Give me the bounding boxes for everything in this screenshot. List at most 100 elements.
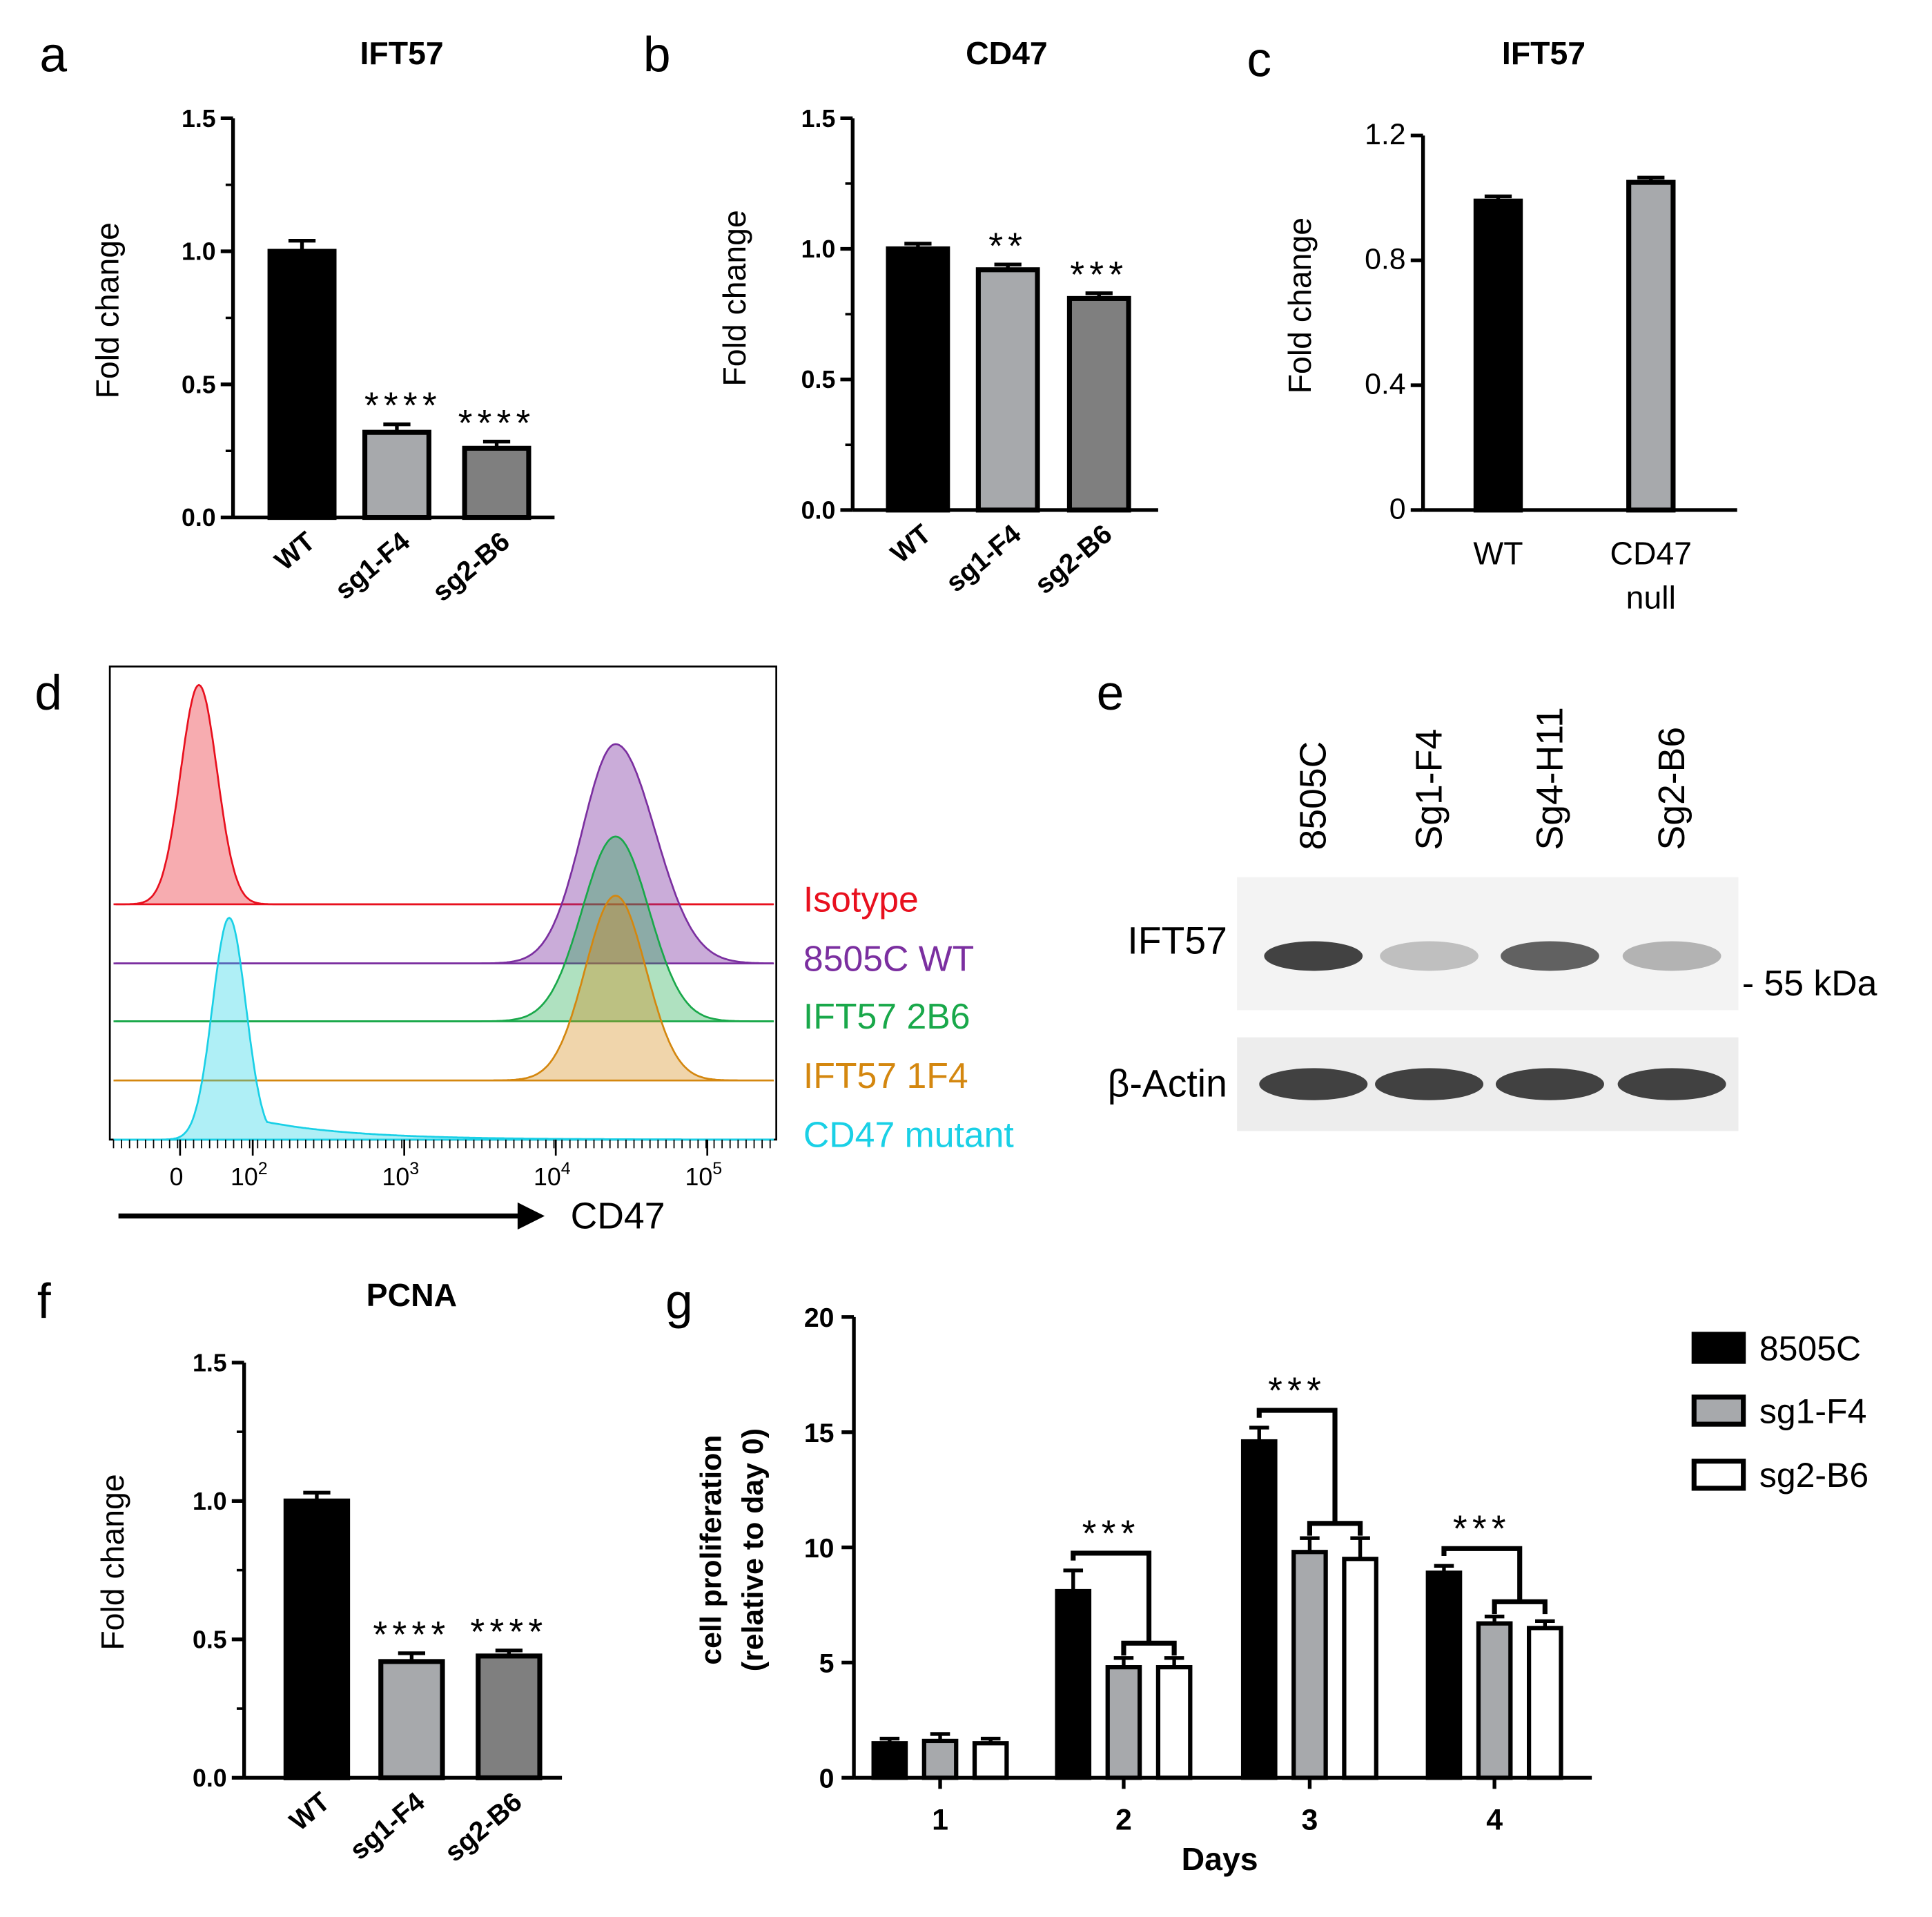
panel-letter: d xyxy=(35,665,62,721)
legend-isotype: Isotype xyxy=(803,879,919,919)
y-tick-label: 20 xyxy=(804,1303,835,1333)
bar-sg2-b6-day-3 xyxy=(1342,1557,1378,1780)
molecular-weight-marker: - 55 kDa xyxy=(1742,963,1877,1003)
y-axis-label: cell proliferation xyxy=(694,1435,728,1665)
panel-letter: g xyxy=(665,1274,693,1330)
y-tick-label: 0 xyxy=(1389,492,1406,525)
band-actin xyxy=(1617,1068,1726,1100)
histogram-fill-cd47-mutant xyxy=(115,917,774,1140)
band-actin xyxy=(1375,1068,1484,1100)
histogram-fill-ift57-2b6 xyxy=(115,836,774,1022)
legend-swatch-sg1-f4 xyxy=(1691,1394,1746,1427)
panel-d: d Isotype 8505C WT IFT57 2B6 IFT57 1F4 CD47 m… xyxy=(35,665,1014,1236)
legend-swatch-sg2-b6 xyxy=(1691,1459,1746,1491)
bar-8505c-day-4 xyxy=(1425,1570,1463,1780)
bar-sg1-f4 xyxy=(975,267,1040,513)
panel-e: e 8505C Sg1-F4 Sg4-H11 Sg2-B6 IFT57 β-Actin - 5… xyxy=(1097,665,1877,1131)
y-tick-label: 1.5 xyxy=(182,105,216,133)
bar-wt xyxy=(283,1498,351,1780)
bar-sg1-f4-day-2 xyxy=(1105,1665,1142,1780)
band-ift57 xyxy=(1380,941,1479,971)
y-tick-label: 0.5 xyxy=(801,366,836,393)
legend-cd47-mutant: CD47 mutant xyxy=(803,1115,1014,1155)
x-axis-label: CD47 xyxy=(571,1196,665,1236)
y-tick-label: 0.5 xyxy=(182,371,216,398)
panel-letter: e xyxy=(1097,665,1124,721)
chart-title: PCNA xyxy=(367,1277,457,1313)
y-tick-label: 0.0 xyxy=(193,1764,227,1792)
bar-8505c-day-2 xyxy=(1055,1588,1092,1780)
y-tick-label: 0.4 xyxy=(1365,368,1406,401)
bar-sg2-b6-day-1 xyxy=(972,1741,1009,1780)
significance-marker: ** xyxy=(988,226,1027,266)
significance-marker: **** xyxy=(373,1615,450,1655)
panel-letter: a xyxy=(39,28,67,83)
lane-label: Sg2-B6 xyxy=(1652,727,1692,850)
panel-f: f PCNA Fold change 0.0 0.5 1.0 1.5 WT **** sg1-F4… xyxy=(37,1274,563,1868)
significance-bracket-outer xyxy=(1256,1408,1338,1524)
bar-sg2-b6 xyxy=(1066,295,1131,513)
panel-g: g 0 5 10 15 20 cell proliferation (relative to … xyxy=(665,1274,1868,1878)
y-tick-label: 15 xyxy=(804,1418,835,1448)
histogram-fill-8505c-wt xyxy=(115,743,774,964)
chart-title: IFT57 xyxy=(1502,35,1585,71)
bar-wt xyxy=(886,246,950,513)
y-axis-label: Fold change xyxy=(1282,217,1318,393)
significance-bracket-outer xyxy=(1441,1546,1523,1602)
bar-sg1-f4 xyxy=(362,429,431,520)
panel-letter: c xyxy=(1247,32,1271,88)
lane-label: Sg4-H11 xyxy=(1530,707,1570,850)
y-tick-label: 5 xyxy=(819,1648,835,1679)
bar-cd47-null xyxy=(1626,179,1676,513)
x-tick-label: null xyxy=(1626,580,1676,616)
x-axis-arrow-head xyxy=(517,1202,545,1230)
x-tick-label: WT xyxy=(284,1787,335,1837)
row-label-actin: β-Actin xyxy=(1108,1062,1227,1105)
legend-swatch-8505c xyxy=(1691,1332,1746,1364)
bar-wt xyxy=(1473,198,1523,513)
bar-sg1-f4 xyxy=(378,1659,445,1780)
legend-ift57-1f4: IFT57 1F4 xyxy=(803,1055,968,1096)
significance-marker: *** xyxy=(1082,1513,1140,1554)
bar-sg1-f4-day-3 xyxy=(1291,1550,1328,1780)
bar-8505c-day-1 xyxy=(871,1741,908,1780)
band-ift57 xyxy=(1264,941,1363,971)
x-tick-label: 103 xyxy=(382,1159,420,1191)
x-tick-label: 1 xyxy=(932,1803,948,1836)
bar-sg1-f4-day-1 xyxy=(921,1738,959,1780)
panel-letter: f xyxy=(37,1274,51,1330)
x-tick-label: 2 xyxy=(1115,1803,1132,1836)
band-ift57 xyxy=(1622,941,1721,971)
chart-title: CD47 xyxy=(966,35,1048,71)
panel-c: c IFT57 Fold change 0 0.4 0.8 1.2 WT CD47 null xyxy=(1247,32,1737,616)
y-axis-label: Fold change xyxy=(95,1474,130,1650)
bar-sg2-b6 xyxy=(462,445,531,520)
band-actin xyxy=(1495,1068,1604,1100)
significance-marker: **** xyxy=(458,403,536,444)
bar-sg2-b6-day-2 xyxy=(1155,1665,1193,1780)
histogram-fill-isotype xyxy=(115,685,774,904)
bar-wt xyxy=(267,249,337,520)
panel-a: a IFT57 Fold change 0.0 0.5 1.0 1.5 WT **** sg1-F… xyxy=(39,28,555,607)
significance-bracket-inner xyxy=(1492,1599,1548,1615)
significance-marker: **** xyxy=(470,1612,547,1653)
y-tick-label: 1.0 xyxy=(193,1488,227,1515)
y-tick-label: 0.8 xyxy=(1365,243,1406,276)
significance-marker: **** xyxy=(364,386,442,427)
y-tick-label: 1.5 xyxy=(801,105,836,133)
x-axis-label: Days xyxy=(1182,1841,1258,1877)
legend-label-sg2-b6: sg2-B6 xyxy=(1759,1456,1868,1495)
bar-8505c-day-3 xyxy=(1240,1439,1278,1780)
x-tick-label: CD47 xyxy=(1610,535,1692,571)
x-tick-label: WT xyxy=(269,526,321,576)
y-axis-label: (relative to day 0) xyxy=(736,1428,770,1671)
x-tick-label: WT xyxy=(885,518,937,569)
legend-8505c-wt: 8505C WT xyxy=(803,938,974,978)
y-axis-label: Fold change xyxy=(716,210,752,386)
x-tick-label: sg1-F4 xyxy=(329,526,416,605)
legend-label-sg1-f4: sg1-F4 xyxy=(1759,1392,1867,1430)
y-tick-label: 1.0 xyxy=(801,235,836,263)
x-tick-label: 0 xyxy=(170,1163,184,1191)
y-tick-label: 1.5 xyxy=(193,1349,227,1376)
